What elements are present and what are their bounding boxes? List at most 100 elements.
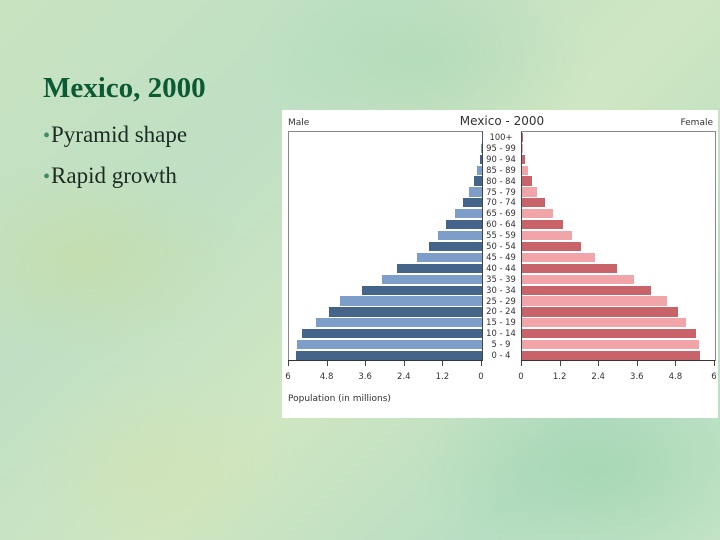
age-group-label: 25 - 29 — [486, 295, 516, 306]
age-group-label: 100+ — [489, 132, 513, 142]
axis-tick-label: 4.8 — [319, 372, 334, 382]
male-label: Male — [288, 118, 310, 128]
female-bar — [522, 230, 572, 241]
male-bar — [428, 241, 482, 252]
female-bar — [522, 350, 701, 361]
female-bar — [522, 296, 667, 306]
male-bar — [397, 263, 482, 273]
age-group-label: 70 - 74 — [486, 197, 516, 208]
bullet-icon: • — [43, 166, 51, 188]
female-plot-area — [521, 131, 716, 361]
male-bar — [296, 350, 482, 361]
age-group-label: 90 - 94 — [486, 153, 516, 164]
female-bar — [522, 209, 553, 219]
male-bar — [316, 318, 482, 328]
axis-tick — [288, 361, 289, 366]
bullet-icon: • — [43, 125, 51, 147]
axis-tick-label: 1.2 — [552, 372, 567, 382]
male-bar — [476, 165, 482, 175]
axis-tick-label: 0 — [518, 372, 524, 382]
axis-tick — [481, 361, 482, 366]
male-bar — [445, 220, 482, 230]
age-group-label: 75 - 79 — [486, 186, 516, 197]
axis-tick — [675, 361, 677, 366]
female-bar — [522, 165, 528, 175]
age-group-label: 5 - 9 — [491, 339, 511, 350]
bullet-text: Rapid growth — [51, 163, 177, 188]
male-bar — [481, 143, 482, 153]
axis-tick-label: 4.8 — [668, 372, 683, 382]
age-group-label: 95 - 99 — [486, 142, 516, 153]
x-axis-label: Population (in millions) — [288, 394, 391, 404]
age-group-label: 10 - 14 — [486, 328, 516, 339]
male-plot-area — [288, 131, 483, 361]
axis-tick — [559, 361, 561, 366]
population-pyramid-chart: Mexico - 2000 Male Female 100+ 95 - 99 90 … — [282, 110, 718, 418]
axis-tick — [403, 361, 405, 366]
axis-tick-label: 3.6 — [358, 372, 372, 382]
female-bar — [522, 340, 700, 350]
age-group-label: 30 - 34 — [486, 284, 516, 295]
male-bar — [297, 340, 482, 350]
male-bar — [437, 230, 482, 241]
axis-tick-label: 6 — [711, 372, 717, 382]
male-bar — [329, 307, 482, 317]
male-bar — [362, 285, 482, 295]
axis-tick-label: 2.4 — [591, 372, 605, 382]
female-x-axis — [521, 360, 715, 361]
bullet-item: •Pyramid shape — [43, 120, 187, 161]
age-group-label: 55 - 59 — [486, 230, 516, 241]
female-bar — [522, 252, 595, 262]
axis-tick-label: 1.2 — [435, 372, 450, 382]
axis-tick — [326, 361, 328, 366]
female-bar — [522, 187, 538, 197]
male-bar — [340, 296, 482, 306]
bullet-text: Pyramid shape — [51, 122, 188, 147]
female-bar — [522, 176, 532, 186]
female-bar — [522, 285, 651, 295]
female-label: Female — [680, 118, 713, 128]
axis-tick — [442, 361, 444, 366]
age-group-label: 85 - 89 — [486, 164, 516, 175]
female-bar — [522, 263, 617, 273]
male-bar — [454, 209, 482, 219]
bullet-list: •Pyramid shape •Rapid growth — [43, 120, 187, 202]
age-group-label: 45 - 49 — [486, 251, 516, 262]
male-bar — [417, 252, 482, 262]
female-bar — [522, 329, 697, 339]
axis-tick — [636, 361, 638, 366]
female-bar — [522, 220, 563, 230]
axis-tick-label: 3.6 — [630, 372, 644, 382]
bullet-item: •Rapid growth — [43, 161, 187, 202]
female-bar — [522, 307, 678, 317]
axis-tick-label: 6 — [285, 372, 291, 382]
axis-tick — [714, 361, 715, 366]
female-bar — [522, 274, 634, 284]
female-bar — [522, 154, 525, 164]
female-bar — [522, 143, 524, 153]
female-bar — [522, 318, 687, 328]
axis-tick — [365, 361, 367, 366]
male-bar — [479, 154, 482, 164]
age-group-label: 80 - 84 — [486, 175, 516, 186]
male-x-axis — [288, 360, 482, 361]
male-bar — [473, 176, 482, 186]
axis-tick-label: 2.4 — [397, 372, 411, 382]
age-group-label: 0 - 4 — [491, 350, 511, 361]
slide-title: Mexico, 2000 — [43, 72, 206, 104]
age-group-label: 65 - 69 — [486, 208, 516, 219]
male-bar — [469, 187, 482, 197]
male-bar — [463, 198, 482, 208]
age-group-label: 20 - 24 — [486, 306, 516, 317]
male-bar — [302, 329, 482, 339]
age-group-label: 60 - 64 — [486, 219, 516, 230]
axis-tick — [598, 361, 600, 366]
age-group-label: 15 - 19 — [486, 317, 516, 328]
axis-tick-label: 0 — [478, 372, 484, 382]
female-bar — [522, 198, 546, 208]
age-group-label: 50 - 54 — [486, 241, 516, 252]
age-group-label: 40 - 44 — [486, 262, 516, 273]
axis-tick — [521, 361, 522, 366]
male-bar — [381, 274, 482, 284]
chart-title: Mexico - 2000 — [459, 114, 545, 128]
